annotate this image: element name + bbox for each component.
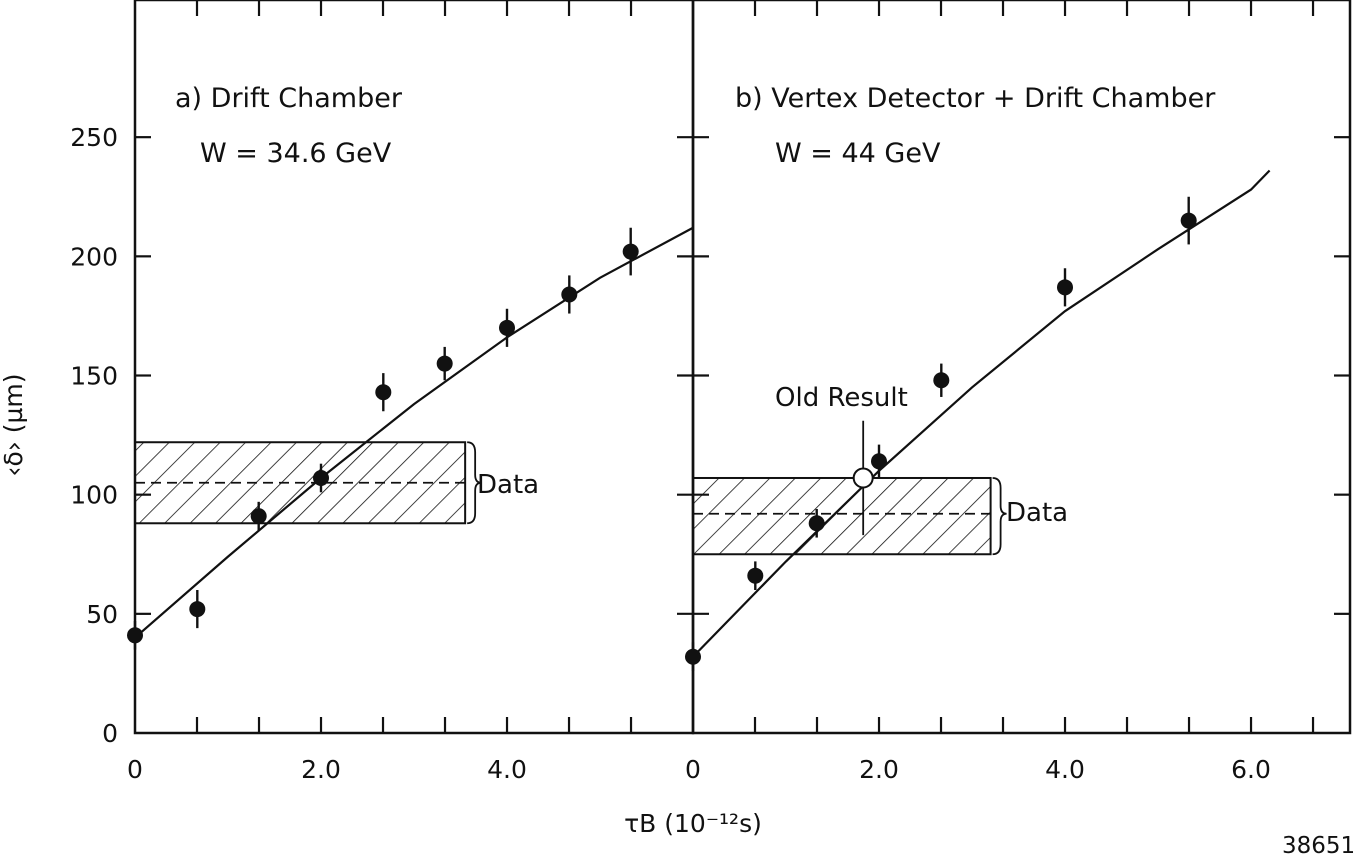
data-point-b — [1057, 279, 1073, 296]
y-tick-label: 150 — [70, 362, 118, 391]
data-point-b — [685, 648, 701, 665]
y-tick-label: 250 — [70, 123, 118, 152]
data-point-a — [499, 319, 515, 336]
data-point-b — [747, 567, 764, 584]
old-result-label: Old Result — [775, 383, 908, 413]
data-point-b — [871, 453, 887, 470]
old-result-point — [852, 467, 874, 489]
data-point-a — [436, 355, 453, 372]
data-band-b-label: Data — [1006, 498, 1068, 528]
data-band-brace-b — [992, 477, 1007, 556]
data-points — [127, 196, 1197, 672]
data-point-a — [561, 286, 578, 303]
y-tick-label: 50 — [86, 600, 118, 629]
x-tick-label-b: 2.0 — [859, 755, 899, 784]
data-point-b — [1180, 212, 1197, 229]
fit-curve-a — [134, 226, 694, 639]
data-point-b — [933, 372, 950, 389]
fit-curve-b — [692, 169, 1271, 658]
y-tick-label: 100 — [70, 481, 118, 510]
data-point-a — [250, 508, 267, 525]
y-axis-title: ‹δ› (µm) — [0, 373, 28, 476]
x-tick-label-a: 2.0 — [301, 755, 341, 784]
panel-b-subtitle: W = 44 GeV — [775, 138, 941, 169]
x-tick-label-b: 0 — [685, 755, 701, 784]
panel-a-subtitle: W = 34.6 GeV — [200, 138, 392, 169]
data-point-a — [375, 384, 392, 401]
data-point-a — [189, 601, 206, 618]
data-point-a — [622, 243, 639, 260]
fit-curves — [134, 169, 1271, 658]
y-tick-label: 200 — [70, 242, 118, 271]
x-tick-label-b: 6.0 — [1231, 755, 1271, 784]
tick-labels: 0 50 100 150 200 250 0 2.0 4.0 0 2.0 4.0 6.0 — [70, 123, 1271, 784]
data-band-a — [134, 441, 482, 525]
data-band-brace-a — [467, 441, 482, 525]
y-tick-label: 0 — [102, 719, 118, 748]
panel-a-title: a) Drift Chamber — [175, 83, 403, 114]
figure-number: 38651 — [1282, 833, 1355, 855]
x-axis-title: τB (10⁻¹²s) — [624, 809, 762, 838]
data-band-box-b — [692, 476, 992, 556]
panel-b-frame — [691, 0, 1352, 735]
data-point-a — [127, 627, 143, 644]
x-tick-label-a: 4.0 — [487, 755, 527, 784]
data-band-a-label: Data — [477, 470, 539, 500]
data-point-b — [808, 515, 825, 532]
panel-b-title: b) Vertex Detector + Drift Chamber — [735, 83, 1216, 114]
data-band-b — [692, 476, 1007, 556]
x-tick-label-a: 0 — [127, 755, 143, 784]
x-tick-label-b: 4.0 — [1045, 755, 1085, 784]
data-point-a — [313, 469, 329, 486]
